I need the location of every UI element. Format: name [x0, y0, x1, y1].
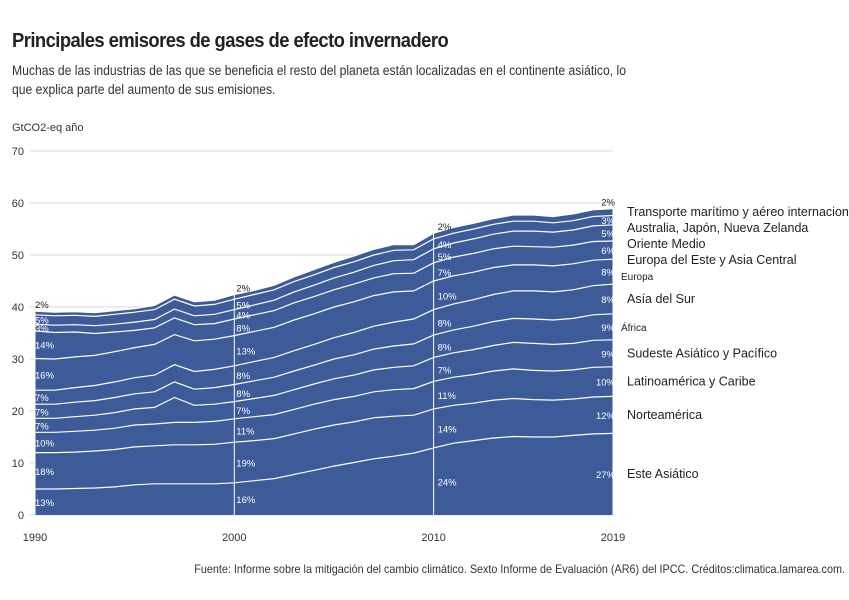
- pct-label-2019: 3%: [601, 216, 615, 227]
- pct-label-1990: 3%: [35, 324, 49, 335]
- series-label-transporte-maritimo-y-aereo-internacional: Transporte marítimo y aéreo internaciona…: [627, 205, 849, 219]
- y-axis-label: GtCO2-eq año: [12, 122, 84, 134]
- x-tick-label: 2010: [421, 532, 445, 544]
- chart-title: Principales emisores de gases de efecto …: [12, 30, 449, 52]
- series-label-sudeste-asiatico-y-pacifico: Sudeste Asiático y Pacífico: [627, 346, 777, 360]
- pct-label-2010: 5%: [438, 252, 452, 263]
- pct-label-1990: 18%: [35, 467, 55, 478]
- pct-label-1990: 7%: [35, 421, 49, 432]
- pct-label-2010: 10%: [438, 291, 458, 302]
- series-label-este-asiatico: Este Asiático: [627, 467, 699, 481]
- pct-label-2000: 4%: [236, 310, 250, 321]
- pct-label-2019: 12%: [596, 411, 616, 422]
- pct-label-2000: 13%: [236, 347, 256, 358]
- series-label-norteamerica: Norteamérica: [627, 408, 702, 422]
- series-label-asia-del-sur: Asía del Sur: [627, 292, 695, 306]
- series-line-oriente-medio: [34, 224, 614, 327]
- pct-label-2010: 7%: [438, 268, 452, 279]
- pct-label-2019: 9%: [601, 323, 615, 334]
- pct-label-1990: 7%: [35, 393, 49, 404]
- pct-label-2000: 8%: [236, 389, 250, 400]
- pct-label-1990: 16%: [35, 370, 55, 381]
- y-tick-label: 50: [12, 250, 24, 262]
- y-tick-label: 20: [12, 406, 24, 418]
- pct-label-2000: 5%: [236, 300, 250, 311]
- series-label-europa: Europa: [621, 272, 654, 283]
- pct-label-2019: 8%: [601, 295, 615, 306]
- pct-label-2000: 19%: [236, 458, 256, 469]
- pct-label-2019: 10%: [596, 378, 616, 389]
- pct-label-2010: 8%: [438, 342, 452, 353]
- pct-label-2019: 27%: [596, 470, 616, 481]
- pct-label-2010: 4%: [438, 240, 452, 251]
- pct-label-2010: 8%: [438, 318, 452, 329]
- y-axis: GtCO2-eq año 0 10 20 30 40 50 60 70: [12, 122, 84, 522]
- pct-label-2000: 8%: [236, 371, 250, 382]
- pct-label-2019: 6%: [601, 246, 615, 257]
- pct-label-2010: 14%: [438, 424, 458, 435]
- y-tick-label: 10: [12, 458, 24, 470]
- pct-label-2000: 8%: [236, 323, 250, 334]
- x-tick-label: 2000: [222, 532, 246, 544]
- stacked-area-chart: GtCO2-eq año 0 10 20 30 40 50 60 70 1990 2000 201…: [12, 122, 849, 544]
- series-line-australia-japon-nueva-zelanda: [34, 214, 614, 318]
- series-line-africa: [35, 313, 614, 405]
- pct-label-2000: 7%: [236, 406, 250, 417]
- series-label-oriente-medio: Oriente Medio: [627, 237, 706, 251]
- pct-label-1990: 13%: [35, 498, 55, 509]
- year-markers: [34, 208, 614, 529]
- series-label-australia-japon-nueva-zelanda: Australia, Japón, Nueva Zelanda: [627, 221, 808, 235]
- pct-label-2000: 11%: [236, 427, 255, 438]
- pct-label-1990: 7%: [35, 407, 49, 418]
- pct-label-2019: 5%: [601, 229, 615, 240]
- percentage-labels: 13%18%10%7%7%7%16%14%3%5%2%16%19%11%7%8%…: [35, 198, 616, 509]
- series-labels: Este Asiático Norteamérica Latinoamérica y…: [621, 205, 849, 481]
- source-note: Fuente: Informe sobre la mitigación del …: [194, 562, 845, 576]
- series-label-latinoamerica-y-caribe: Latinoamérica y Caribe: [627, 375, 756, 389]
- series-line-norteamerica: [35, 395, 614, 454]
- pct-label-1990: 14%: [35, 341, 55, 352]
- pct-label-2010: 11%: [438, 391, 457, 402]
- y-tick-label: 60: [12, 198, 24, 210]
- series-line-asia-del-sur: [35, 283, 614, 391]
- y-tick-label: 40: [12, 302, 24, 314]
- pct-label-1990: 5%: [35, 315, 49, 326]
- pct-label-2019: 9%: [601, 349, 615, 360]
- y-tick-label: 70: [12, 146, 24, 158]
- pct-label-2010: 7%: [438, 365, 452, 376]
- pct-label-2019: 2%: [601, 198, 615, 209]
- series-line-latinoamerica-y-caribe: [35, 366, 614, 433]
- y-tick-label: 0: [18, 510, 24, 522]
- series-line-europa-del-este-y-asia-central: [34, 240, 614, 335]
- pct-label-2010: 2%: [438, 222, 452, 233]
- y-tick-label: 30: [12, 354, 24, 366]
- x-tick-label: 1990: [23, 532, 47, 544]
- pct-label-2010: 24%: [438, 477, 458, 488]
- pct-label-1990: 10%: [35, 438, 55, 449]
- pct-label-2019: 8%: [601, 268, 615, 279]
- series-label-europa-del-este-y-asia-central: Europa del Este y Asia Central: [627, 253, 797, 267]
- x-axis: 1990 2000 2010 2019: [23, 532, 625, 544]
- area-layers: [34, 208, 614, 515]
- series-label-africa: África: [621, 321, 647, 334]
- series-line-sudeste-asiatico-y-pacifico: [35, 339, 614, 419]
- pct-label-2000: 2%: [236, 284, 250, 295]
- pct-label-1990: 2%: [35, 300, 49, 311]
- pct-label-2000: 16%: [236, 495, 256, 506]
- series-line-europa: [34, 258, 614, 360]
- series-line-transporte-maritimo-y-aereo-internacional: [34, 208, 614, 314]
- x-tick-label: 2019: [601, 532, 625, 544]
- chart-subtitle: Muchas de las industrias de las que se b…: [12, 63, 626, 97]
- series-line-este-asiatico: [35, 432, 614, 490]
